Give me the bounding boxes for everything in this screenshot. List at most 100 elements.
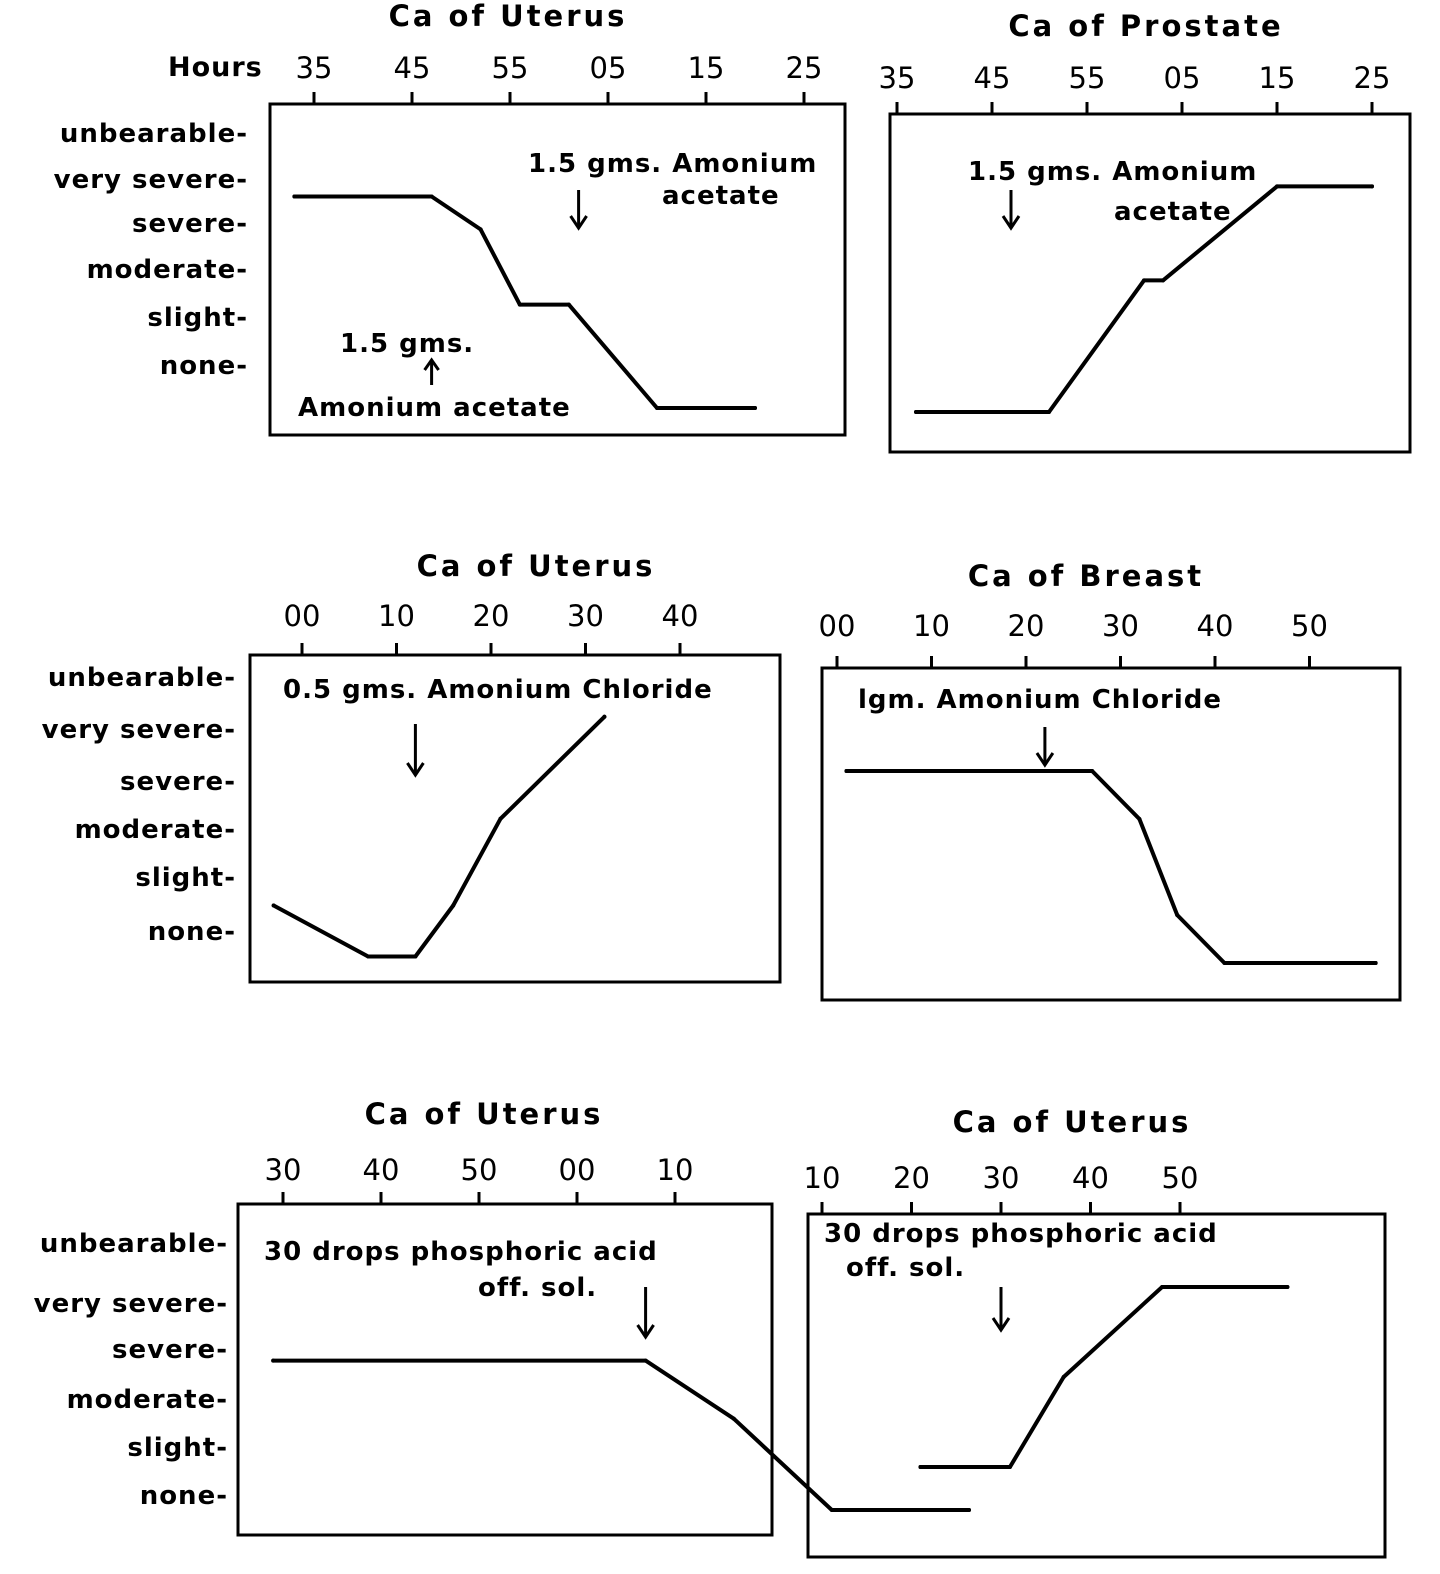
chart-title: Ca of Uterus	[953, 1105, 1192, 1139]
x-tick-label: 20	[893, 1161, 930, 1195]
annotation-text: 1.5 gms.	[340, 329, 474, 359]
annotation-text: acetate	[1114, 197, 1232, 227]
y-tick-label: none-	[160, 351, 248, 381]
x-tick-label: 40	[363, 1153, 400, 1187]
plot-frame	[268, 102, 847, 437]
data-point	[517, 302, 522, 307]
chart-title: Ca of Uterus	[365, 1097, 604, 1131]
x-tick-label: 40	[1197, 609, 1234, 643]
x-tick-label: 00	[284, 599, 321, 633]
data-point	[655, 406, 659, 410]
chart-title: Ca of Uterus	[389, 0, 628, 33]
chart-title: Ca of Uterus	[417, 549, 656, 583]
data-point	[829, 1508, 834, 1512]
y-tick-label: unbearable-	[60, 119, 248, 149]
y-tick-label: very severe-	[34, 1289, 228, 1319]
annotation-text: 0.5 gms. Amonium Chloride	[283, 675, 713, 705]
y-tick-label: none-	[140, 1481, 228, 1511]
plot-frame	[236, 1202, 774, 1537]
x-tick-label: 10	[657, 1153, 694, 1187]
arrow-down-icon	[406, 724, 425, 778]
chart-panel-2: Ca of Prostate 35 45 55 05 15 25 1.5 gms. Amoni…	[879, 9, 1412, 454]
data-point	[1047, 410, 1051, 414]
data-point	[602, 714, 607, 719]
x-tick-label: 30	[567, 599, 604, 633]
annotation-text: Amonium acetate	[298, 393, 571, 423]
x-tick-label: 50	[461, 1153, 498, 1187]
data-point	[271, 903, 276, 908]
data-point	[1175, 913, 1180, 917]
data-point	[1160, 1285, 1165, 1289]
chart-panel-1: Ca of Uterus 35 45 55 05 15 25 unbearable-very …	[54, 0, 847, 437]
chart-panel-6: Ca of Uterus 10 20 30 40 50 30 drops phosphori…	[804, 1105, 1387, 1559]
x-tick-label: 55	[1069, 61, 1106, 95]
y-tick-label: severe-	[112, 1335, 228, 1365]
x-tick-label: 05	[590, 51, 627, 85]
data-point	[566, 302, 571, 307]
chart-title: Ca of Prostate	[1008, 9, 1283, 43]
annotation-text: off. sol.	[846, 1253, 965, 1283]
arrow-down-icon	[636, 1287, 655, 1340]
x-tick-label: 30	[983, 1161, 1020, 1195]
plot-frame	[888, 112, 1412, 454]
y-tick-label: severe-	[132, 209, 248, 239]
data-point	[753, 406, 757, 410]
data-point	[498, 816, 503, 821]
y-tick-label: none-	[148, 917, 236, 947]
x-tick-label: 20	[473, 599, 510, 633]
series-line	[914, 184, 1374, 414]
x-tick-label: 00	[819, 609, 856, 643]
series-line	[918, 1285, 1290, 1469]
x-tick-label: 25	[1354, 61, 1391, 95]
x-axis-label: Hours	[168, 52, 263, 83]
data-point	[643, 1358, 648, 1363]
annotation-text: off. sol.	[478, 1273, 597, 1303]
x-tick-label: 35	[879, 61, 916, 95]
data-point	[292, 194, 297, 199]
x-tick-label: 10	[804, 1161, 841, 1195]
data-point	[1222, 961, 1227, 965]
arrow-down-icon	[1001, 190, 1021, 231]
data-point	[967, 1508, 971, 1512]
data-point	[478, 227, 483, 232]
chart-panel-4: Ca of Breast 00 10 20 30 40 50 lgm. Amonium Chl…	[819, 559, 1402, 1002]
arrow-down-icon	[569, 190, 588, 231]
x-tick-label: 45	[974, 61, 1011, 95]
data-point	[1275, 184, 1279, 189]
data-point	[1373, 961, 1378, 965]
x-tick-label: 50	[1291, 609, 1328, 643]
data-point	[1161, 278, 1165, 283]
data-point	[366, 954, 371, 959]
plot-frame	[820, 666, 1402, 1002]
y-tick-label: unbearable-	[48, 663, 236, 693]
data-point	[1285, 1285, 1290, 1289]
annotation-text: 30 drops phosphoric acid	[824, 1219, 1218, 1249]
x-tick-label: 25	[786, 51, 823, 85]
x-tick-label: 10	[378, 599, 415, 633]
y-tick-label: unbearable-	[40, 1229, 228, 1259]
x-tick-label: 45	[394, 51, 431, 85]
x-tick-label: 20	[1008, 609, 1045, 643]
annotation-text: lgm. Amonium Chloride	[858, 685, 1222, 715]
y-tick-label: severe-	[120, 767, 236, 797]
data-point	[451, 903, 456, 908]
data-point	[1061, 1375, 1066, 1379]
x-tick-label: 15	[688, 51, 725, 85]
series-line	[271, 1358, 971, 1512]
y-tick-label: moderate-	[75, 815, 236, 845]
chart-title: Ca of Breast	[968, 559, 1204, 593]
data-point	[271, 1358, 276, 1363]
x-tick-label: 00	[559, 1153, 596, 1187]
annotation-text: 1.5 gms. Amonium	[968, 157, 1257, 187]
data-point	[429, 194, 434, 199]
x-tick-label: 40	[1072, 1161, 1109, 1195]
y-tick-label: moderate-	[87, 255, 248, 285]
y-tick-label: moderate-	[67, 1385, 228, 1415]
series-line	[844, 769, 1378, 965]
data-point	[914, 410, 918, 414]
y-tick-label: very severe-	[54, 165, 248, 195]
arrow-down-icon	[1035, 727, 1055, 768]
series-line	[292, 194, 757, 410]
y-tick-label: very severe-	[42, 715, 236, 745]
